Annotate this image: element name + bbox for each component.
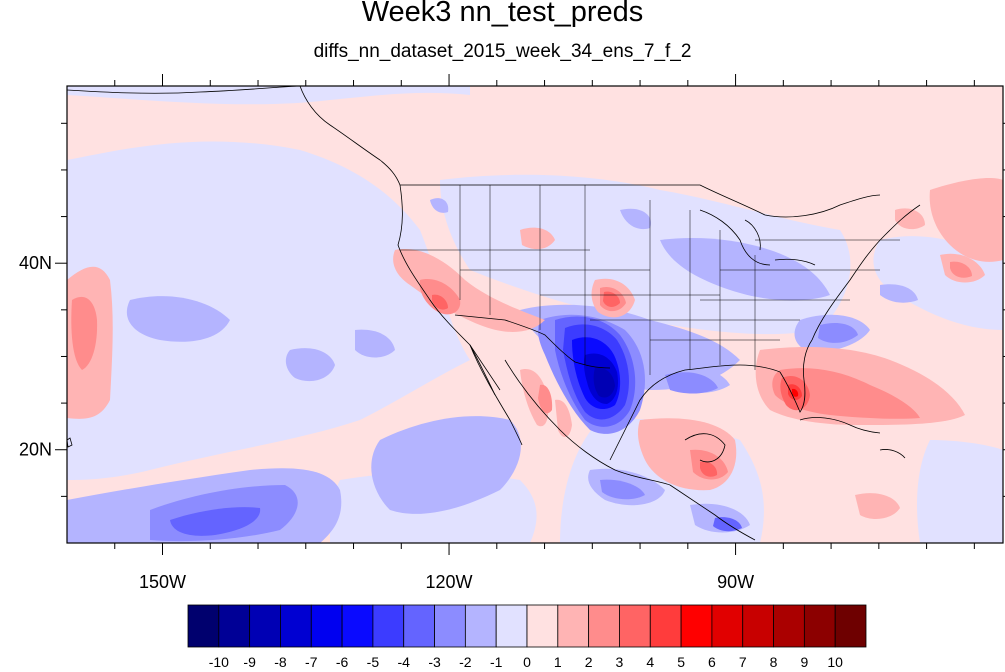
colorbar-label: 6	[708, 654, 716, 670]
map-frame	[66, 85, 1004, 544]
colorbar-label: -10	[209, 654, 229, 670]
colorbar-swatch	[403, 604, 435, 648]
colorbar-label: 1	[554, 654, 562, 670]
map-title: Week3 nn_test_preds	[361, 0, 644, 28]
colorbar-label: 9	[800, 654, 808, 670]
colorbar-swatch	[649, 604, 682, 648]
colorbar-label: -4	[398, 654, 411, 670]
colorbar-swatch	[742, 604, 774, 648]
x-tick-label: 150W	[139, 572, 186, 592]
colorbar-swatch	[773, 604, 805, 648]
colorbar-label: 5	[677, 654, 685, 670]
colorbar-swatch	[464, 604, 497, 648]
colorbar-label: -7	[305, 654, 318, 670]
y-tick-label: 40N	[19, 253, 52, 273]
colorbar-swatch	[834, 604, 867, 648]
colorbar-swatch	[803, 604, 836, 648]
colorbar-label: -1	[490, 654, 503, 670]
colorbar-label: 0	[523, 654, 531, 670]
colorbar-label: 7	[739, 654, 747, 670]
colorbar-swatch	[588, 604, 620, 648]
colorbar-swatch	[249, 604, 281, 648]
x-axis: 150W 120W 90W	[114, 74, 975, 592]
colorbar-swatch	[341, 604, 374, 648]
colorbar-label: -3	[428, 654, 441, 670]
colorbar-label: 2	[585, 654, 593, 670]
colorbar-swatch	[495, 604, 528, 648]
colorbar-swatch	[711, 604, 744, 648]
colorbar-swatch	[280, 604, 312, 648]
colorbar-swatch	[187, 604, 220, 648]
colorbar-swatch	[680, 604, 713, 648]
colorbar-label: -2	[459, 654, 472, 670]
colorbar-swatch	[372, 604, 405, 648]
colorbar-swatch	[218, 604, 251, 648]
colorbar-swatch	[310, 604, 343, 648]
colorbar-label: 10	[827, 654, 843, 670]
colorbar-label: -9	[243, 654, 256, 670]
colorbar-label: 3	[616, 654, 624, 670]
colorbar-label: -6	[336, 654, 349, 670]
colorbar-label: 8	[770, 654, 778, 670]
colorbar-swatch	[434, 604, 466, 648]
colorbar-swatch	[557, 604, 590, 648]
map-subtitle: diffs_nn_dataset_2015_week_34_ens_7_f_2	[313, 41, 692, 62]
colorbar: -10 -9 -8 -7 -6 -5 -4 -3 -2 -1 0 1 2 3 4 5 6 7 8 9 10	[187, 604, 867, 670]
x-tick-label: 90W	[717, 572, 754, 592]
colorbar-label: -5	[367, 654, 380, 670]
difference-field	[67, 86, 1003, 543]
colorbar-label: 4	[646, 654, 654, 670]
x-tick-label: 120W	[426, 572, 473, 592]
y-tick-label: 20N	[19, 440, 52, 460]
colorbar-swatch	[619, 604, 651, 648]
y-axis: 40N 20N	[19, 122, 1005, 497]
colorbar-swatch	[526, 604, 559, 648]
colorbar-label: -8	[274, 654, 287, 670]
